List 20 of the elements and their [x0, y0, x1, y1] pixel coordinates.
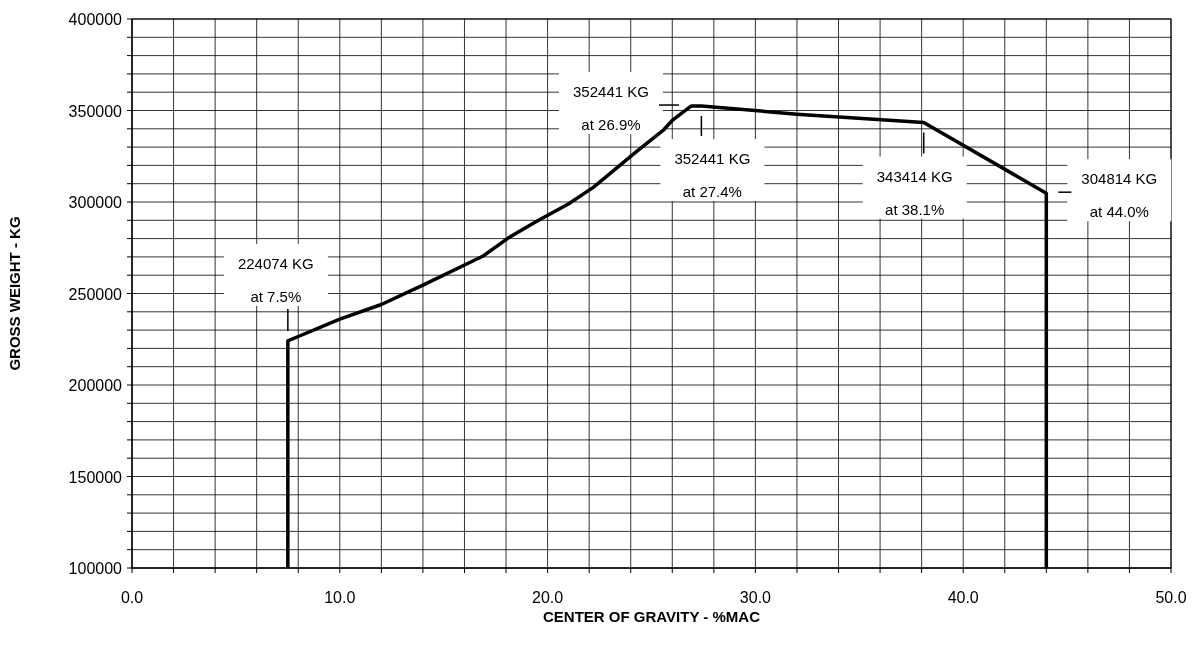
annotation: 352441 KG at 27.4%: [674, 150, 751, 201]
annotation: 304814 KG at 44.0%: [1081, 170, 1158, 221]
y-tick-label: 100000: [68, 560, 123, 577]
x-tick-label: 50.0: [1155, 589, 1187, 606]
x-axis-title: CENTER OF GRAVITY - %MAC: [543, 608, 761, 625]
y-tick-label: 350000: [68, 102, 123, 120]
x-tick-label: 40.0: [947, 589, 979, 606]
y-tick-label: 300000: [68, 194, 123, 211]
y-tick-label: 150000: [68, 468, 123, 486]
y-tick-label: 400000: [68, 11, 123, 28]
y-tick-label: 250000: [68, 285, 123, 303]
x-tick-label: 20.0: [532, 589, 564, 606]
annotation: 224074 KG at 7.5%: [237, 254, 314, 305]
x-tick-label: 0.0: [120, 589, 144, 606]
x-tick-label: 30.0: [739, 589, 772, 606]
y-axis-title: GROSS WEIGHT - KG: [6, 216, 23, 371]
y-tick-label: 200000: [68, 377, 123, 394]
x-tick-label: 10.0: [324, 589, 356, 606]
annotation: 352441 KG at 26.9%: [573, 83, 649, 134]
annotation: 343414 KG at 38.1%: [876, 167, 953, 218]
